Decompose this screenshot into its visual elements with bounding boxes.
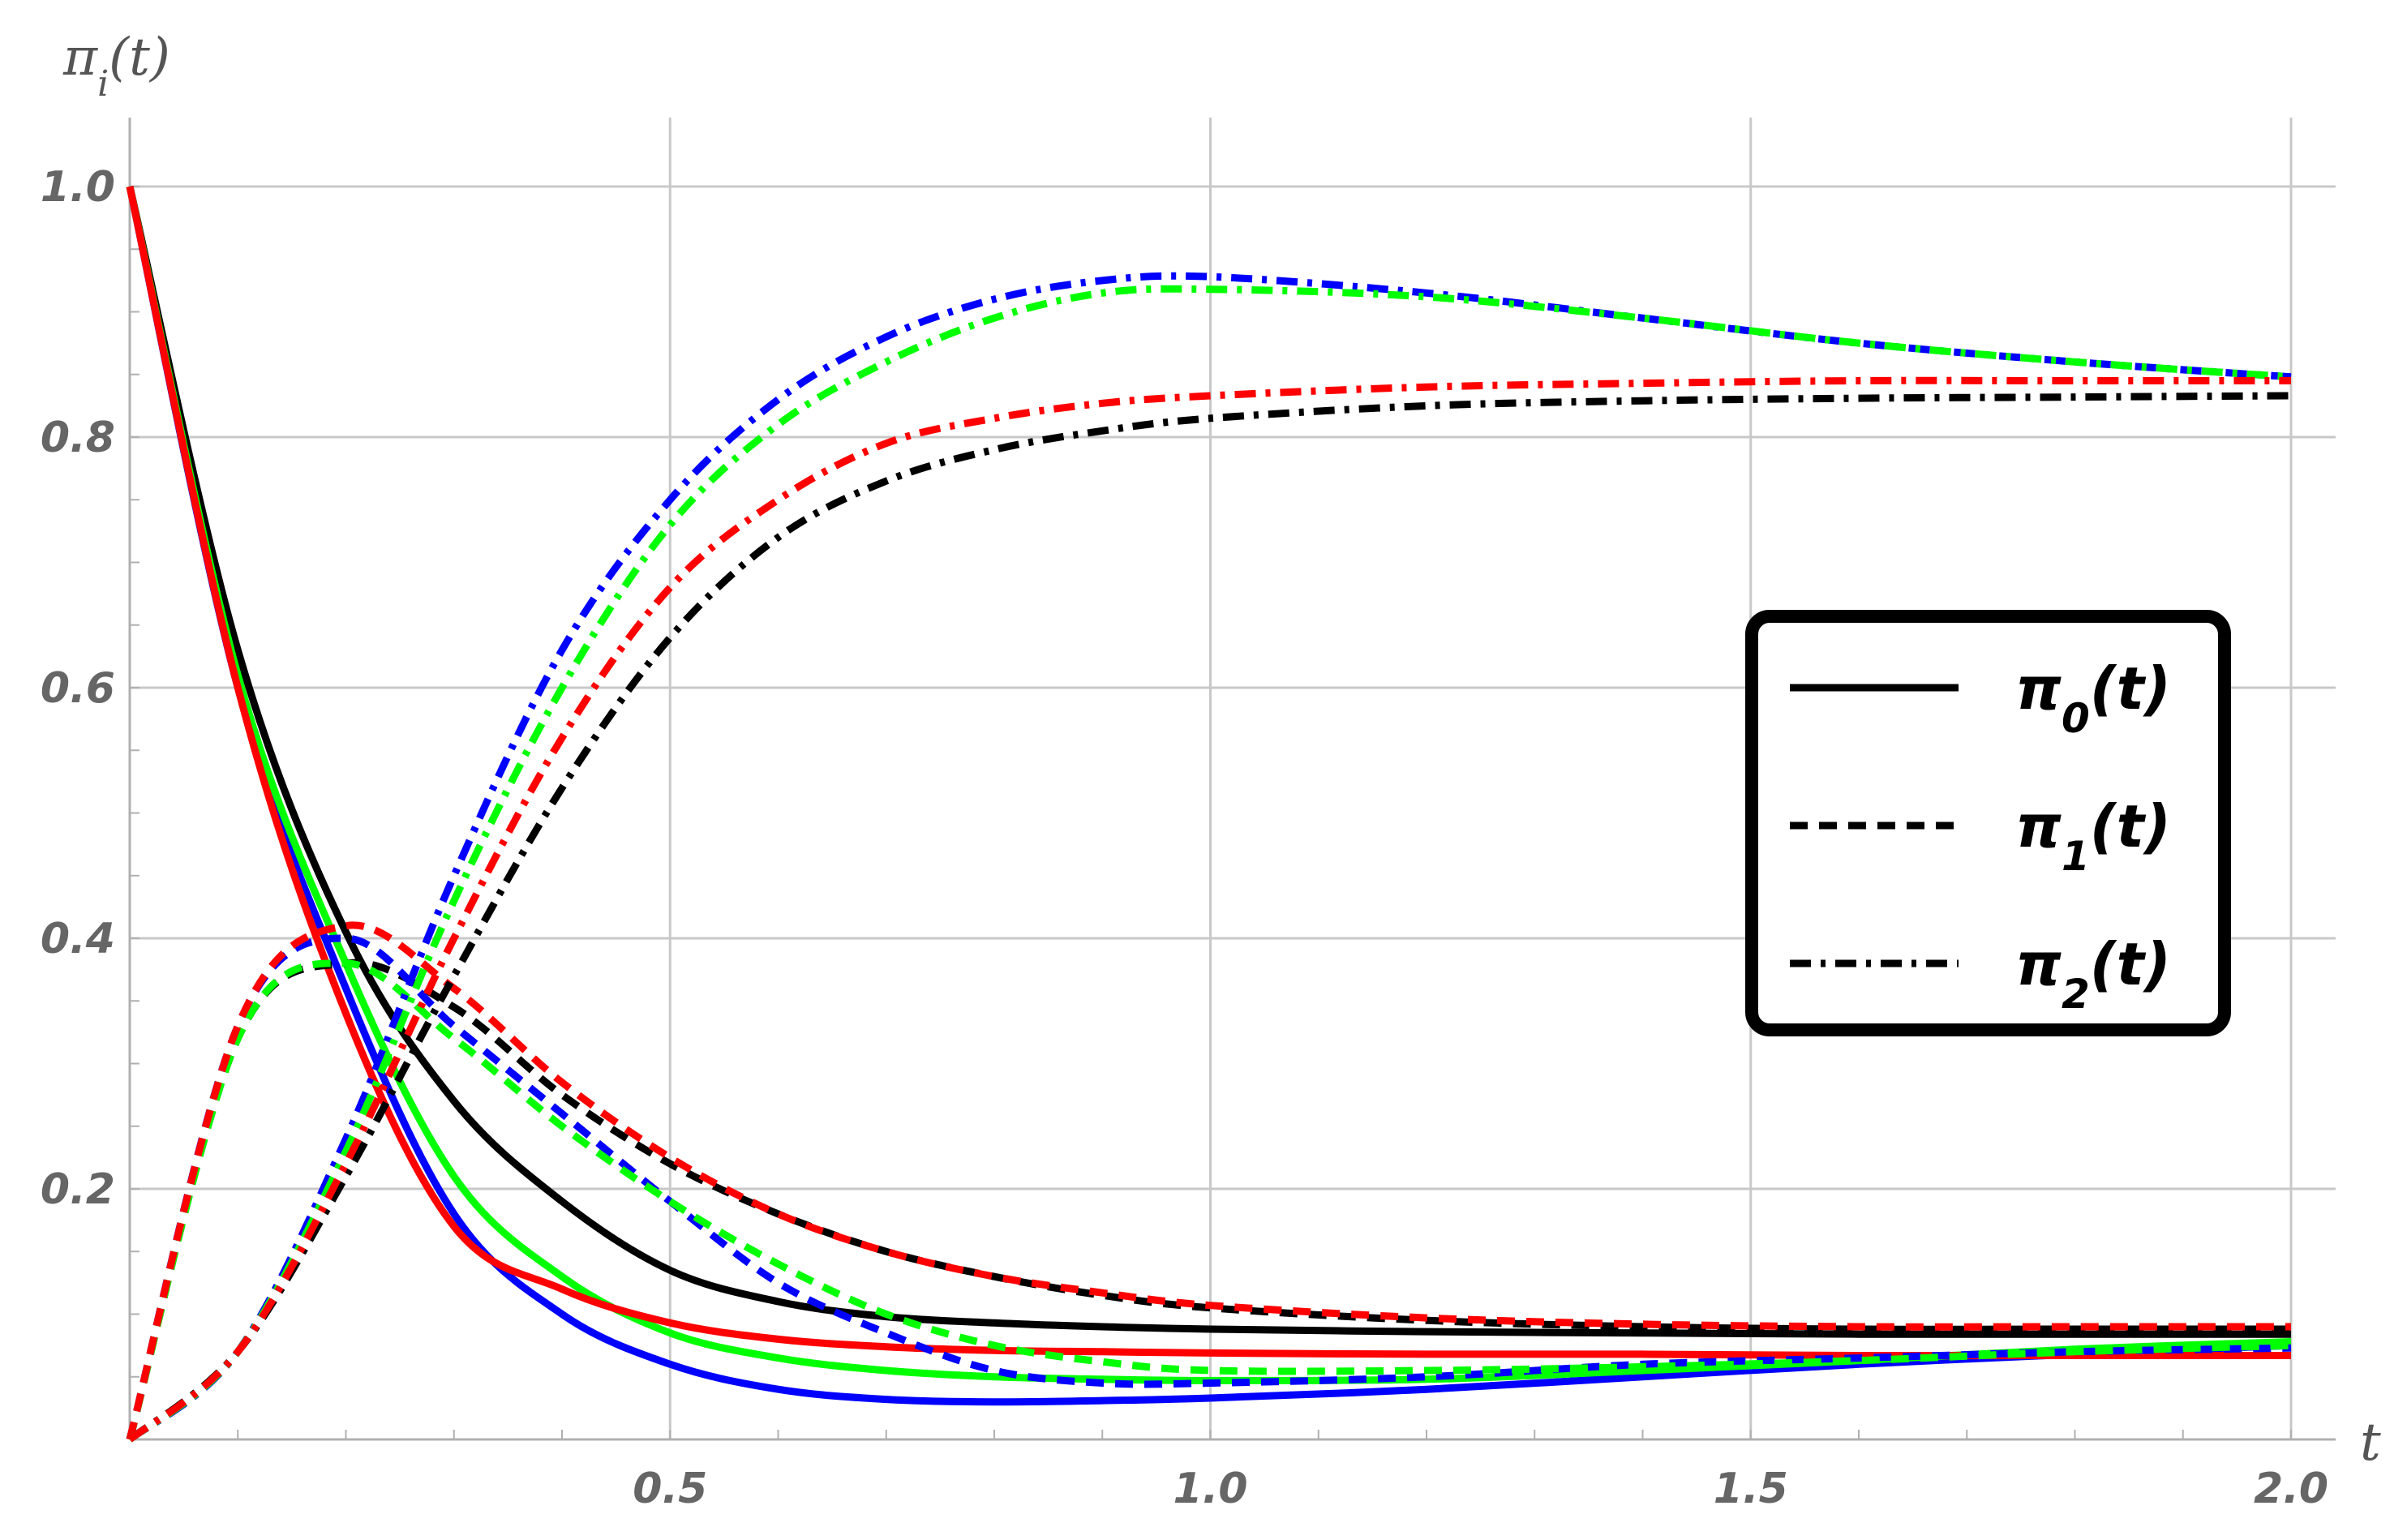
y-tick-label: 0.8 <box>41 414 115 462</box>
series-line-π0-2 <box>126 186 2292 1384</box>
y-tick-label: 0.4 <box>41 915 115 963</box>
legend: π0(t) π1(t) π2(t) <box>1745 610 2231 1036</box>
x-tick-label: 0.5 <box>633 1465 707 1513</box>
tick-labels: 0.5 1.0 1.5 2.0 0.2 0.4 0.6 0.8 1.0 <box>41 163 2328 1513</box>
series-lines <box>126 185 2292 1443</box>
legend-label: π2(t) <box>2015 930 2171 1018</box>
series-line-π0-0 <box>126 185 2291 1338</box>
x-tick-label: 1.5 <box>1714 1465 1788 1513</box>
x-tick-label: 1.0 <box>1173 1465 1247 1513</box>
legend-label: π0(t) <box>2015 654 2171 742</box>
axis-titles: πi(t) t <box>62 28 2381 1473</box>
legend-label: π1(t) <box>2015 792 2171 880</box>
grid-lines <box>130 118 2336 1439</box>
y-axis-title: πi(t) <box>62 28 170 105</box>
series-line-π0-1 <box>126 186 2292 1406</box>
x-tick-label: 2.0 <box>2254 1465 2328 1513</box>
x-axis-title: t <box>2360 1413 2381 1473</box>
series-line-π1-5 <box>126 934 2292 1441</box>
y-tick-label: 1.0 <box>41 163 115 212</box>
axes <box>128 118 2336 1441</box>
y-tick-label: 0.6 <box>41 664 115 713</box>
series-line-π2-11 <box>127 376 2291 1443</box>
legend-box <box>1745 610 2231 1036</box>
series-line-π1-6 <box>126 959 2292 1441</box>
series-line-π2-9 <box>127 272 2292 1443</box>
series-line-π2-10 <box>127 285 2292 1443</box>
y-tick-label: 0.2 <box>41 1165 115 1214</box>
